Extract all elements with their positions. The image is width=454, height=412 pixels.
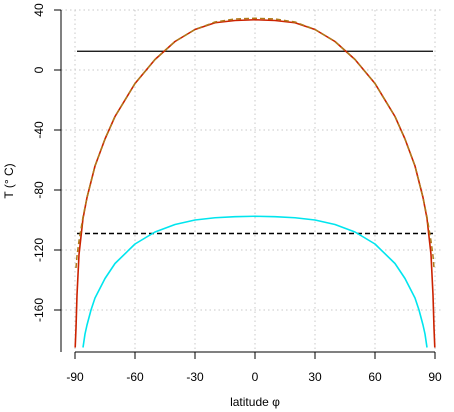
grid-lines <box>61 9 441 352</box>
y-axis-title: T (° C) <box>2 163 16 198</box>
x-axis: -90 -60 -30 0 30 60 90 <box>66 351 442 384</box>
x-tick-label: 30 <box>308 370 322 384</box>
series-line-4 <box>82 215 428 348</box>
x-tick-label: 90 <box>428 370 442 384</box>
series-line-3 <box>75 17 435 269</box>
y-axis: 40 0 -40 -80 -120 -160 <box>32 3 62 352</box>
series-line-2 <box>74 18 436 348</box>
plot-area <box>74 17 436 348</box>
x-tick-label: -90 <box>66 370 84 384</box>
x-tick-label: -30 <box>186 370 204 384</box>
y-tick-label: -40 <box>32 121 46 139</box>
y-tick-label: -80 <box>32 181 46 199</box>
y-tick-label: 0 <box>32 66 46 73</box>
y-tick-label: -160 <box>32 298 46 322</box>
x-tick-label: 60 <box>368 370 382 384</box>
y-tick-label: 40 <box>32 3 46 17</box>
x-axis-title: latitude φ <box>230 395 280 409</box>
x-tick-label: -60 <box>126 370 144 384</box>
y-tick-label: -120 <box>32 238 46 262</box>
x-tick-label: 0 <box>252 370 259 384</box>
